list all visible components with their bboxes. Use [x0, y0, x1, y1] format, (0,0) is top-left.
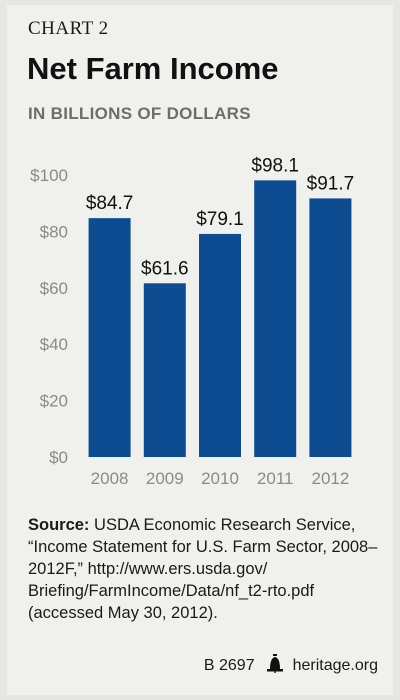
x-tick-label: 2012 [311, 469, 349, 488]
bar [254, 180, 297, 457]
y-tick-label: $0 [49, 448, 68, 467]
y-tick-label: $60 [40, 279, 68, 298]
source-label: Source: [28, 516, 90, 534]
chart-title: Net Farm Income [27, 51, 279, 86]
y-tick-label: $40 [40, 335, 68, 354]
x-tick-label: 2011 [257, 469, 294, 488]
publication-code: B 2697 [203, 656, 255, 674]
bar-value-label: $79.1 [196, 209, 244, 230]
x-tick-label: 2009 [146, 469, 184, 488]
y-tick-label: $20 [40, 392, 68, 411]
y-tick-label: $100 [30, 166, 68, 185]
x-tick-label: 2008 [91, 469, 129, 488]
chart-number: CHART 2 [28, 18, 109, 39]
site-name: heritage.org [292, 656, 378, 674]
footer: B 2697 heritage.org [204, 653, 378, 678]
bar [143, 283, 186, 457]
source-note: Source: USDA Economic Research Service, … [28, 514, 378, 624]
bar [309, 198, 352, 457]
bar-value-label: $91.7 [307, 173, 355, 194]
bar-value-label: $84.7 [86, 193, 134, 214]
x-tick-label: 2010 [201, 469, 239, 488]
source-text: USDA Economic Research Service, “Income … [28, 516, 378, 622]
bar-value-label: $98.1 [251, 155, 299, 176]
y-tick-label: $80 [40, 222, 68, 241]
bar [199, 233, 241, 457]
chart-subtitle: IN BILLIONS OF DOLLARS [28, 104, 251, 123]
liberty-bell-icon [265, 653, 285, 678]
bar [88, 218, 131, 457]
bar-value-label: $61.6 [141, 258, 189, 279]
bar-chart: $0 $20 $40 $60 $80 $100 $84.7 $61.6 $79.1 $98.1 $… [30, 155, 355, 488]
